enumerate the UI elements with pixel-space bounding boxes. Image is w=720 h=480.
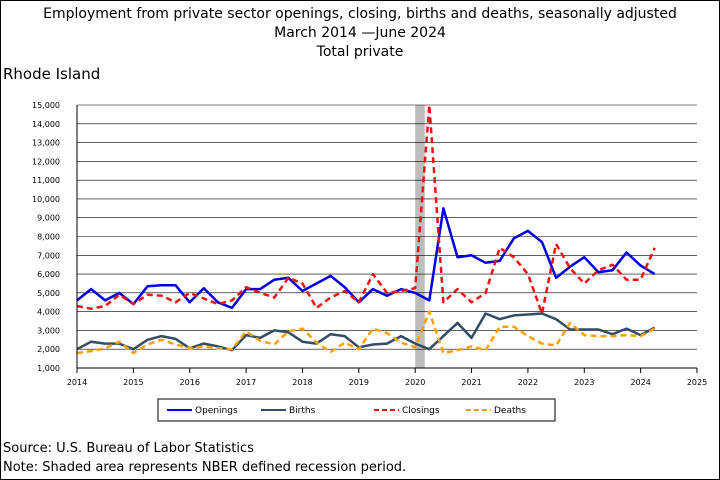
legend-label-openings: Openings xyxy=(195,406,238,416)
x-tick-label: 2023 xyxy=(574,378,594,387)
recession-note: Note: Shaded area represents NBER define… xyxy=(3,460,407,475)
y-tick-label: 6,000 xyxy=(37,270,60,279)
gridlines-group xyxy=(77,104,697,369)
axes-group: 1,000 2,000 3,000 4,000 5,000 6,000 7,000 8,000… xyxy=(32,101,707,387)
legend-label-deaths: Deaths xyxy=(494,406,526,416)
y-tick-label: 10,000 xyxy=(32,195,60,204)
y-tick-label: 2,000 xyxy=(37,345,60,354)
series-line-openings xyxy=(76,207,656,310)
x-tick-label: 2025 xyxy=(687,378,707,387)
legend: Openings Births Closings Deaths xyxy=(157,398,556,422)
legend-label-births: Births xyxy=(289,406,316,416)
series-line-deaths xyxy=(76,310,656,355)
series-line-births xyxy=(76,312,656,352)
y-tick-label: 13,000 xyxy=(32,139,60,148)
chart-date-range: March 2014 —June 2024 xyxy=(274,25,446,41)
legend-label-closings: Closings xyxy=(402,406,440,416)
y-tick-label: 8,000 xyxy=(37,233,60,242)
y-tick-label: 1,000 xyxy=(37,364,60,373)
x-tick-label: 2022 xyxy=(518,378,538,387)
source-note: Source: U.S. Bureau of Labor Statistics xyxy=(3,441,254,456)
y-tick-label: 11,000 xyxy=(32,176,60,185)
x-tick-label: 2020 xyxy=(405,378,425,387)
chart-subtitle: Total private xyxy=(316,44,404,60)
y-tick-label: 5,000 xyxy=(37,289,60,298)
chart-title: Employment from private sector openings,… xyxy=(43,6,677,22)
x-tick-label: 2014 xyxy=(67,378,87,387)
x-tick-label: 2021 xyxy=(461,378,481,387)
x-tick-label: 2019 xyxy=(349,378,369,387)
y-tick-label: 9,000 xyxy=(37,214,60,223)
legend-box xyxy=(157,398,556,422)
y-tick-label: 14,000 xyxy=(32,120,60,129)
y-tick-label: 3,000 xyxy=(37,326,60,335)
y-tick-label: 15,000 xyxy=(32,101,60,110)
x-tick-label: 2016 xyxy=(180,378,200,387)
x-tick-label: 2024 xyxy=(630,378,650,387)
y-tick-label: 7,000 xyxy=(37,251,60,260)
y-tick-label: 4,000 xyxy=(37,308,60,317)
x-tick-label: 2015 xyxy=(123,378,143,387)
y-tick-label: 12,000 xyxy=(32,157,60,166)
series-group xyxy=(76,103,656,355)
x-tick-label: 2017 xyxy=(236,378,256,387)
x-tick-label: 2018 xyxy=(292,378,312,387)
series-line-closings xyxy=(76,103,656,315)
region-label: Rhode Island xyxy=(3,65,101,83)
